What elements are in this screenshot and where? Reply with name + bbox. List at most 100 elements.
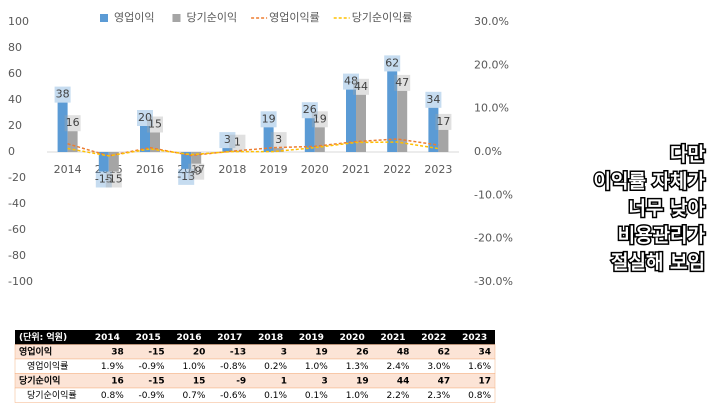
y-tick-label: -40 — [8, 197, 26, 210]
data-label-bg — [178, 168, 195, 185]
caption-line: 너무 낮아 — [628, 198, 705, 220]
data-label: -13 — [177, 170, 195, 183]
data-label-bg — [137, 110, 153, 126]
table-header: 2021 — [380, 333, 405, 343]
bar — [108, 152, 119, 172]
y-tick-label: 40 — [8, 93, 22, 106]
legend-label: 영업이익 — [114, 11, 154, 24]
table-cell: 26 — [356, 347, 369, 357]
table-header: 2023 — [462, 333, 487, 343]
data-label: 44 — [354, 80, 368, 93]
table-cell: 0.8% — [101, 391, 124, 401]
data-label: -15 — [105, 173, 123, 186]
x-tick-label: 2016 — [136, 163, 164, 176]
bar — [438, 129, 449, 152]
bar — [273, 148, 284, 152]
data-label-bg — [425, 91, 442, 108]
table-cell: -0.6% — [220, 391, 247, 401]
table-cell: 1.9% — [101, 362, 124, 372]
table-header: 2018 — [258, 333, 283, 343]
table-cell: -9 — [236, 376, 246, 386]
legend-label: 영업이익률 — [269, 11, 320, 24]
table-cell: -15 — [148, 376, 164, 386]
y2-tick-label: 30.0% — [474, 15, 509, 28]
bar — [67, 131, 78, 152]
bar — [150, 132, 160, 152]
table-cell: -0.8% — [220, 362, 247, 372]
data-label-bg — [147, 116, 163, 133]
y-tick-label: 20 — [8, 119, 22, 132]
bar — [387, 71, 398, 152]
table-header: 2015 — [136, 333, 161, 343]
table-cell: -15 — [148, 347, 164, 357]
table-cell: 2.3% — [427, 391, 450, 401]
table-cell: 2.2% — [387, 391, 410, 401]
table-cell: 1.0% — [183, 362, 206, 372]
table-row-bg — [14, 387, 496, 403]
data-label-bg — [95, 171, 112, 188]
x-tick-label: 2023 — [424, 163, 452, 176]
bar — [222, 148, 233, 152]
table-row-bg — [14, 373, 496, 389]
x-tick-label: 2019 — [260, 163, 288, 176]
bar — [140, 126, 150, 152]
table-cell: 당기순이익률 — [27, 389, 77, 401]
caption-line: 다만 — [670, 144, 705, 166]
table-row-bg — [14, 358, 496, 374]
table-header: 2022 — [421, 333, 446, 343]
table-cell: 48 — [397, 347, 410, 357]
table-cell: 0.2% — [264, 362, 287, 372]
data-label-bg — [105, 171, 122, 188]
x-tick-label: 2020 — [301, 163, 329, 176]
table-cell: 20 — [193, 347, 206, 357]
data-label: 26 — [303, 103, 317, 116]
data-label-bg — [229, 134, 246, 151]
data-label: -9 — [191, 165, 202, 178]
table-cell: 0.1% — [264, 391, 287, 401]
table-cell: 1.6% — [468, 362, 491, 372]
data-label: 20 — [138, 111, 152, 124]
table-cell: 0.7% — [183, 391, 206, 401]
y-tick-label: 0 — [8, 145, 15, 158]
y2-tick-label: -20.0% — [474, 232, 513, 245]
bar — [98, 152, 109, 172]
table-cell: 3 — [281, 347, 287, 357]
table-cell: 3.0% — [427, 362, 450, 372]
data-label: 19 — [313, 112, 327, 125]
table-cell: 영업이익률 — [27, 360, 68, 372]
caption-line: 절실해 보임 — [611, 252, 705, 274]
data-label: 15 — [148, 118, 162, 131]
data-label-bg — [384, 55, 401, 72]
table-cell: 16 — [111, 376, 124, 386]
data-label: 62 — [385, 56, 399, 69]
table-cell: 당기순이익 — [19, 374, 60, 386]
table-cell: 47 — [438, 376, 451, 386]
table-cell: 0.1% — [305, 391, 328, 401]
data-label: 16 — [66, 116, 80, 129]
bar — [314, 127, 325, 152]
y2-tick-label: 0.0% — [474, 145, 502, 158]
data-label-bg — [54, 86, 71, 103]
bar — [57, 102, 68, 152]
table-header: 2019 — [299, 333, 324, 343]
table-header: 2014 — [95, 333, 120, 343]
y2-tick-label: -30.0% — [474, 275, 513, 288]
data-label-bg — [260, 111, 277, 128]
table-cell: 38 — [111, 347, 124, 357]
table-cell: 1 — [281, 376, 287, 386]
bar — [181, 152, 192, 169]
caption-line: 비용관리가 — [618, 225, 706, 247]
table-cell: 2.4% — [387, 362, 410, 372]
data-label-bg — [435, 113, 452, 130]
y-tick-label: 60 — [8, 67, 22, 80]
y2-tick-label: 20.0% — [474, 58, 509, 71]
legend-swatch — [172, 14, 181, 22]
table-cell: 영업이익 — [19, 345, 52, 357]
y-tick-label: 100 — [8, 15, 29, 28]
data-label: 48 — [344, 75, 358, 88]
bar — [356, 94, 366, 152]
y-tick-label: -60 — [8, 223, 26, 236]
data-label: 17 — [436, 115, 450, 128]
data-label: 47 — [395, 76, 409, 89]
